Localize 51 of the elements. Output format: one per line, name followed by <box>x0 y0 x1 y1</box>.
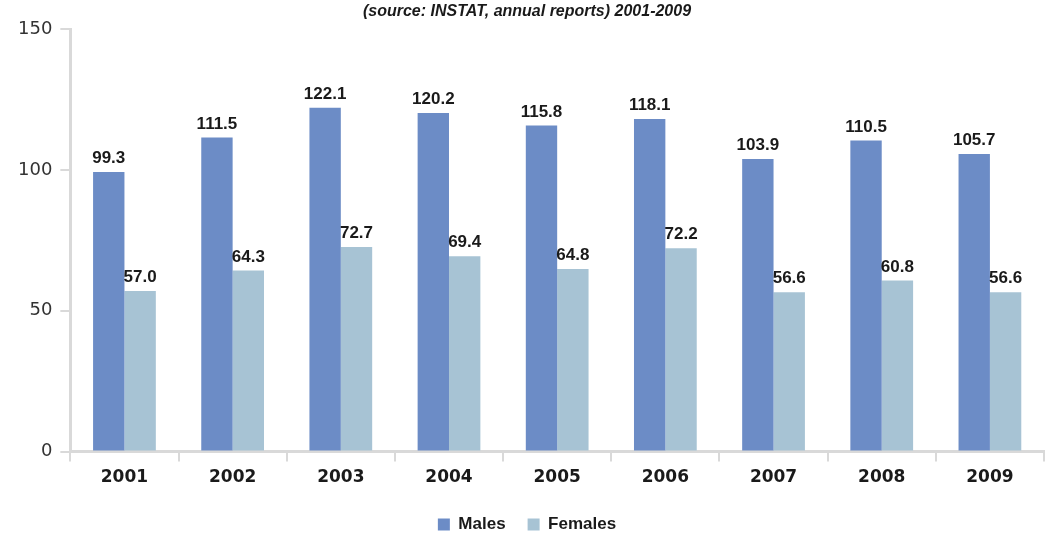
x-tick-label: 2009 <box>966 466 1014 487</box>
bar <box>340 246 373 451</box>
data-label: 103.9 <box>736 135 780 155</box>
y-tick-label: 100 <box>18 157 53 179</box>
data-label: 105.7 <box>952 130 996 150</box>
legend-label: Males <box>458 514 506 534</box>
data-label: 60.8 <box>880 256 914 276</box>
bar <box>232 270 264 451</box>
bar <box>417 113 449 451</box>
bar <box>449 256 481 451</box>
bar <box>309 107 341 451</box>
bar <box>93 171 125 451</box>
bar <box>124 291 156 451</box>
x-tick-label: 2006 <box>641 466 690 487</box>
x-tick-label: 2002 <box>208 466 257 487</box>
x-tick-label: 2004 <box>425 466 473 487</box>
data-label: 72.7 <box>339 223 374 243</box>
y-tick-label: 50 <box>29 298 53 320</box>
data-label: 115.8 <box>520 101 563 121</box>
x-tick-label: 2007 <box>749 466 798 487</box>
data-label: 69.4 <box>448 232 482 252</box>
bar <box>201 137 233 451</box>
data-label: 110.5 <box>845 116 887 136</box>
chart-subtitle: (source: INSTAT, annual reports) 2001-2009 <box>362 2 692 20</box>
data-label: 64.8 <box>556 245 590 265</box>
data-label: 72.2 <box>664 224 698 244</box>
bar <box>850 140 882 451</box>
data-label: 56.6 <box>772 268 806 288</box>
bar <box>525 125 558 451</box>
data-label: 118.1 <box>628 95 671 115</box>
bar <box>665 248 697 451</box>
data-label: 57.0 <box>123 267 157 287</box>
x-tick-label: 2008 <box>858 466 906 487</box>
bar <box>958 153 990 451</box>
data-label: 120.2 <box>412 89 455 109</box>
bar <box>633 119 666 451</box>
legend-label: Females <box>548 514 617 534</box>
x-tick-label: 2003 <box>317 466 365 487</box>
data-label: 111.5 <box>196 113 238 133</box>
bar <box>557 269 589 451</box>
bar <box>742 159 774 451</box>
bar <box>881 280 914 451</box>
bar <box>989 292 1022 451</box>
y-tick-label: 150 <box>18 16 53 38</box>
x-tick-label: 2005 <box>533 466 581 487</box>
y-tick-label: 0 <box>40 439 53 461</box>
x-tick-label: 2001 <box>100 466 149 487</box>
bar <box>773 292 805 451</box>
data-label: 122.1 <box>303 83 347 103</box>
data-label: 64.3 <box>231 246 265 266</box>
data-label: 99.3 <box>92 148 126 168</box>
